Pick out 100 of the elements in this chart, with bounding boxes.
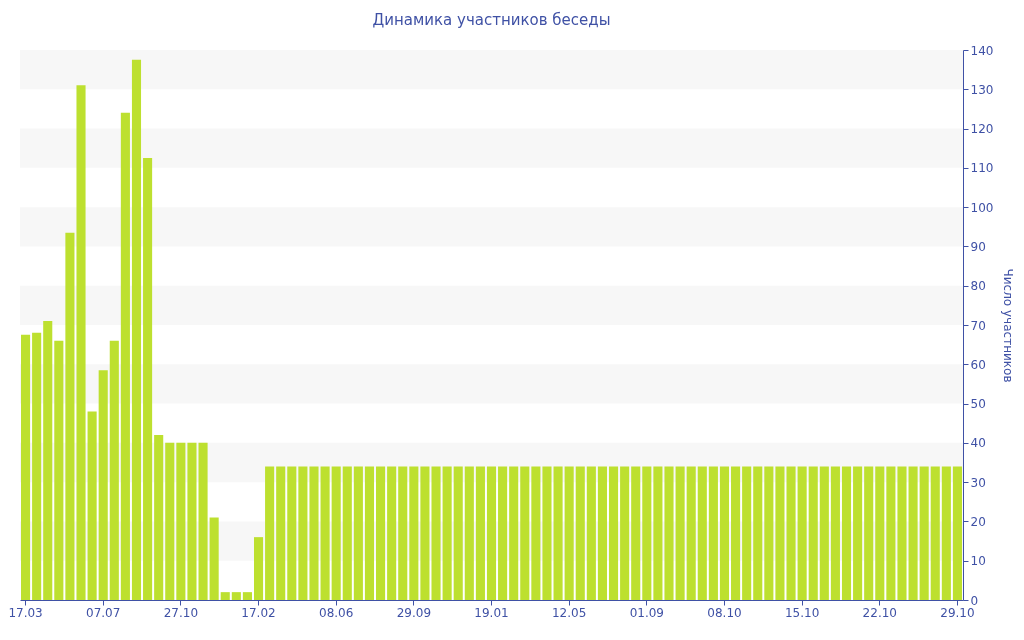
bar [941, 466, 951, 600]
bar [919, 466, 929, 600]
bar [87, 411, 97, 600]
bar [675, 466, 685, 600]
bar [686, 466, 696, 600]
y-tick-label: 40 [970, 436, 986, 451]
bar [553, 466, 563, 600]
bar [154, 435, 164, 600]
bar [908, 466, 918, 600]
bar [21, 334, 31, 600]
bar [353, 466, 363, 600]
bar [952, 466, 962, 600]
bar [32, 332, 42, 600]
x-tick-label: 07.07 [86, 605, 121, 620]
bar [276, 466, 286, 600]
bar [597, 466, 607, 600]
bar [486, 466, 497, 600]
bar [520, 466, 530, 600]
y-tick-label: 120 [970, 122, 994, 137]
y-tick-label: 140 [970, 43, 994, 58]
bar [841, 466, 852, 600]
bar [753, 466, 763, 600]
y-tick-label: 10 [970, 554, 986, 569]
bar [331, 466, 341, 600]
y-tick-label: 20 [970, 514, 986, 529]
bar [731, 466, 741, 600]
x-tick-label: 17.02 [241, 605, 276, 620]
bar [242, 592, 252, 600]
y-tick-label: 90 [970, 239, 986, 254]
bar [120, 112, 130, 600]
x-tick-label: 15.10 [784, 605, 820, 620]
bar [575, 466, 585, 600]
bar [509, 466, 519, 600]
bar [886, 466, 896, 600]
y-tick-label: 110 [970, 161, 994, 176]
x-tick-label: 19.01 [474, 605, 509, 620]
bar [897, 466, 907, 600]
bar [853, 466, 863, 600]
bar [298, 466, 308, 600]
bar [409, 466, 419, 600]
bar [265, 466, 275, 600]
bar [631, 466, 641, 600]
bar [664, 466, 674, 600]
bar [253, 537, 264, 600]
bar [420, 466, 430, 600]
bar [98, 370, 108, 600]
bar [875, 466, 885, 600]
bar [719, 466, 730, 600]
bar [143, 158, 153, 600]
bar [376, 466, 386, 600]
bar [220, 592, 230, 600]
bar [54, 340, 64, 600]
bar [76, 85, 86, 600]
bar [697, 466, 707, 600]
y-tick-label: 50 [970, 397, 986, 412]
bar [231, 592, 241, 600]
bar [642, 466, 652, 600]
bar [475, 466, 485, 600]
bar [542, 466, 552, 600]
bar [498, 466, 508, 600]
bar [797, 466, 807, 600]
bar [864, 466, 874, 600]
bar [775, 466, 785, 600]
bar [320, 466, 330, 600]
bar [364, 466, 375, 600]
y-tick-label: 30 [970, 475, 986, 490]
bar [453, 466, 463, 600]
x-tick-label: 08.06 [319, 605, 354, 620]
bar [620, 466, 630, 600]
bar [309, 466, 319, 600]
y-tick-label: 100 [970, 200, 994, 215]
bar [608, 466, 619, 600]
bar [187, 442, 197, 600]
bar [708, 466, 718, 600]
bar [176, 442, 186, 600]
chart-title: Динамика участников беседы [372, 11, 611, 29]
bar [165, 442, 175, 600]
x-tick-label: 29.09 [396, 605, 432, 620]
bar [131, 59, 142, 600]
bar [65, 232, 75, 600]
y-tick-label: 60 [970, 357, 986, 372]
bar [564, 466, 574, 600]
x-tick-label: 22.10 [862, 605, 897, 620]
bar [198, 442, 208, 600]
y-tick-label: 130 [970, 82, 994, 97]
bar [808, 466, 818, 600]
x-tick-label: 01.09 [629, 605, 664, 620]
bar [43, 321, 53, 600]
x-tick-label: 27.10 [163, 605, 199, 620]
bar [464, 466, 474, 600]
bar [431, 466, 441, 600]
y-tick-label: 0 [970, 593, 979, 608]
bar [786, 466, 796, 600]
bar [398, 466, 408, 600]
bar [764, 466, 774, 600]
bar [819, 466, 829, 600]
bar [531, 466, 541, 600]
bar [742, 466, 752, 600]
bar [287, 466, 297, 600]
bar [342, 466, 352, 600]
